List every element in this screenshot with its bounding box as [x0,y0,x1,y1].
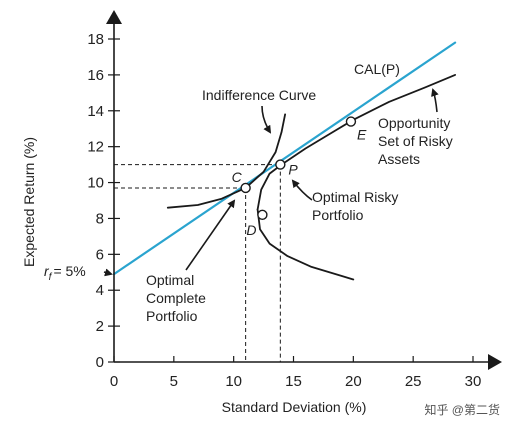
x-tick-label: 0 [110,373,118,390]
rf-label: rf = 5% [44,263,86,283]
x-tick-label: 30 [465,373,482,390]
optimal-risky-label-line1: Optimal Risky [312,189,398,205]
rf-subscript: f [49,272,53,283]
opportunity-arrow [431,88,439,113]
point-d [257,209,268,221]
y-tick-label: 14 [87,103,104,120]
y-tick-label: 0 [96,354,104,371]
point-label-d: D [246,222,256,238]
series-group [112,41,457,281]
x-axis-title: Standard Deviation (%) [222,399,367,415]
efficient-frontier-lower [256,208,355,281]
x-tick-label: 10 [225,373,242,390]
rf-arrow [103,268,113,277]
optimal-complete-label-line3: Portfolio [146,308,198,324]
point-label-p: P [288,162,298,178]
indifference-arrow [261,105,272,134]
y-tick-label: 12 [87,139,104,156]
efficient-frontier-upper [256,74,456,211]
rf-symbol: r [44,263,50,279]
indifference-curve-label: Indifference Curve [202,87,316,103]
axes [106,10,502,370]
y-tick-label: 18 [87,31,104,48]
y-tick-label: 8 [96,210,104,227]
x-tick-label: 25 [405,373,422,390]
optimal-risky-label-line2: Portfolio [312,207,364,223]
point-label-e: E [357,127,367,143]
x-tick-label: 20 [345,373,362,390]
point-e [345,116,357,127]
y-tick-label: 6 [96,246,104,263]
optimal-complete-label-line1: Optimal [146,272,194,288]
annotations [103,88,439,277]
cal-line [112,41,457,276]
opportunity-set-label-line2: Set of Risky [378,133,453,149]
x-tick-label: 15 [285,373,302,390]
guide-lines [114,164,281,362]
cal-label: CAL(P) [354,61,400,77]
y-tick-label: 16 [87,67,104,84]
optimal-risky-arrow [291,179,313,201]
optimal-complete-arrow [185,199,236,271]
y-tick-label: 4 [96,282,104,299]
y-axis-arrow-icon [106,10,122,24]
point-c [240,182,251,194]
y-tick-label: 10 [87,175,104,192]
indifference-curve [166,113,286,209]
x-axis-arrow-icon [488,354,502,370]
opportunity-set-label-line1: Opportunity [378,115,450,131]
point-p [275,159,286,170]
opportunity-set-label-line3: Assets [378,151,420,167]
rf-value: = 5% [53,263,85,279]
watermark: 知乎 @第二货 [424,402,500,417]
points: C P E D [232,116,367,238]
y-axis-title: Expected Return (%) [21,137,37,267]
optimal-complete-label-line2: Complete [146,290,206,306]
x-tick-label: 5 [170,373,178,390]
y-tick-label: 2 [96,318,104,335]
ticks: 0 5 10 15 20 25 30 0 2 4 6 8 10 12 14 16 18 [87,31,481,390]
point-label-c: C [232,169,243,185]
